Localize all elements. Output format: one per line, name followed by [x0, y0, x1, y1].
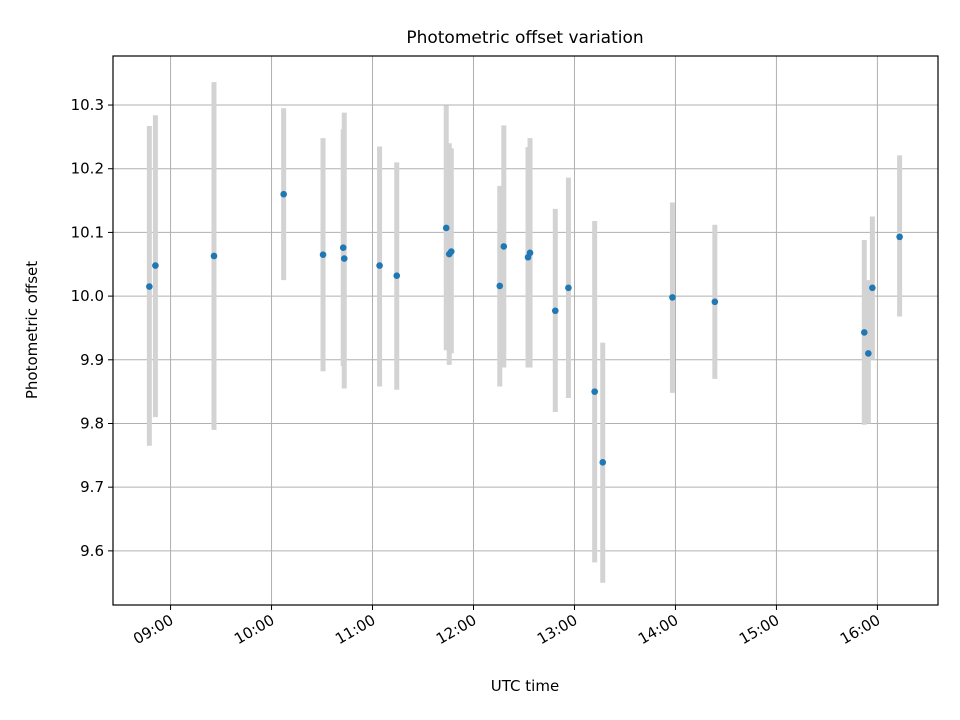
chart-title: Photometric offset variation [406, 28, 643, 48]
y-tick-label: 10.1 [71, 223, 104, 241]
y-tick-label: 9.6 [80, 542, 104, 560]
data-point [896, 233, 903, 241]
x-axis-label: UTC time [491, 677, 559, 695]
data-point [393, 272, 401, 280]
y-tick-label: 9.9 [80, 351, 104, 369]
data-point [447, 248, 455, 255]
data-point [319, 251, 327, 259]
y-tick-label: 10.0 [71, 287, 104, 305]
y-axis-label: Photometric offset [23, 261, 41, 399]
data-point [869, 284, 876, 292]
data-point [711, 298, 719, 306]
data-point [860, 329, 868, 336]
plot-frame [112, 55, 939, 606]
data-point [551, 307, 559, 315]
data-point [280, 190, 287, 198]
data-point [500, 243, 508, 250]
data-point [146, 283, 153, 290]
data-point [591, 388, 598, 395]
data-point [599, 459, 607, 466]
data-point [669, 294, 676, 301]
data-point [565, 284, 572, 292]
data-point [210, 252, 218, 260]
data-point [376, 262, 383, 269]
y-tick-label: 10.2 [71, 160, 104, 178]
data-point [152, 262, 159, 269]
data-point [865, 350, 872, 357]
y-tick-label: 9.8 [80, 414, 104, 432]
data-point [340, 255, 348, 262]
data-point [339, 244, 347, 252]
data-point [496, 282, 504, 290]
grid-layer [113, 56, 938, 605]
y-tick-label: 9.7 [80, 478, 104, 496]
y-tick-label: 10.3 [71, 96, 104, 114]
marker-layer [146, 190, 903, 466]
data-point [526, 249, 534, 257]
data-point [442, 224, 450, 232]
